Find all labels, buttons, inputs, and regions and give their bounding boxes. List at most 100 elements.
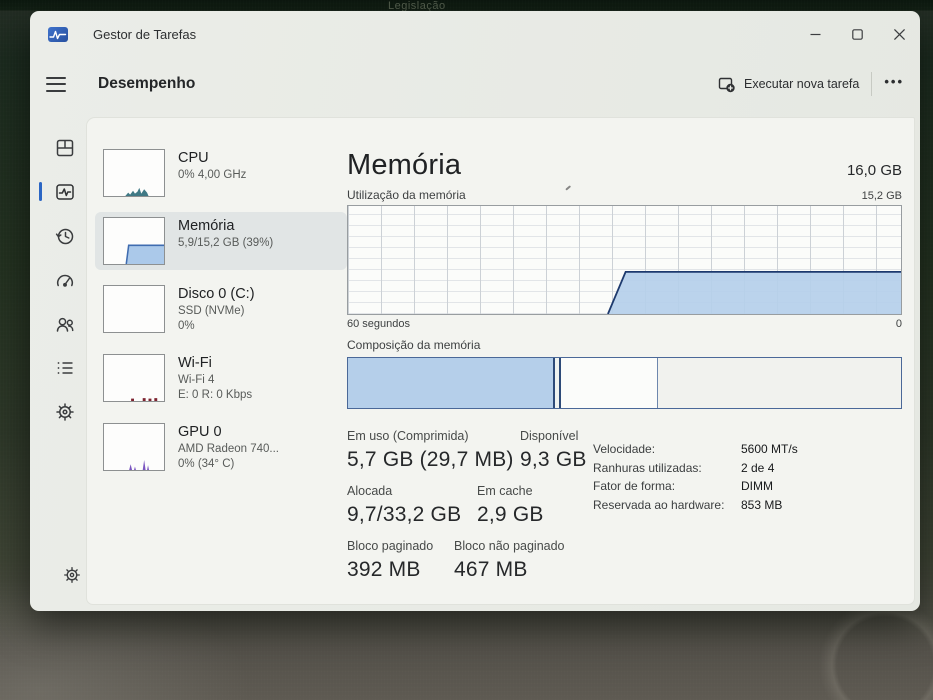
- rail-item-app-history[interactable]: [52, 223, 78, 249]
- memory-mini-chart: [103, 217, 165, 265]
- settings-button[interactable]: [44, 565, 100, 585]
- navigation-rail: [30, 117, 86, 611]
- detail-label: Velocidade:: [593, 442, 656, 456]
- details-icon: [57, 362, 73, 374]
- usage-chart-max: 15,2 GB: [861, 190, 902, 202]
- app-history-icon: [55, 228, 74, 245]
- perf-item-title: GPU 0: [178, 424, 222, 440]
- page-title: Desempenho: [98, 75, 196, 92]
- stat-value: 467 MB: [454, 558, 528, 581]
- stat-value: 5,7 GB (29,7 MB): [347, 448, 514, 471]
- perf-item-title: Disco 0 (C:): [178, 286, 255, 302]
- detail-value: 2 de 4: [741, 460, 775, 475]
- task-manager-window: Gestor de Tarefas Desempenho: [30, 11, 920, 611]
- services-icon: [56, 403, 74, 421]
- maximize-icon: [851, 28, 863, 40]
- stat-label: Alocada: [347, 484, 393, 498]
- task-manager-logo-icon: [48, 26, 68, 42]
- window-title: Gestor de Tarefas: [93, 26, 197, 42]
- header-divider: [871, 72, 873, 96]
- chart-x-left-label: 60 segundos: [347, 318, 410, 330]
- perf-item-title: Wi-Fi: [178, 355, 212, 371]
- minimize-icon: [810, 33, 820, 35]
- rail-item-services[interactable]: [52, 399, 78, 425]
- close-icon: [893, 28, 905, 40]
- perf-item-gpu[interactable]: GPU 0 AMD Radeon 740... 0% (34° C): [95, 418, 347, 477]
- memory-total-value: 16,0 GB: [846, 162, 902, 179]
- perf-item-title: Memória: [178, 218, 235, 234]
- more-options-button[interactable]: •••: [884, 74, 908, 95]
- memory-panel-title: Memória: [347, 149, 462, 181]
- stat-label: Disponível: [520, 429, 579, 443]
- detail-label: Ranhuras utilizadas:: [593, 460, 702, 475]
- stat-label: Em cache: [477, 484, 533, 498]
- stat-label: Em uso (Comprimida): [347, 429, 469, 443]
- stat-value: 9,3 GB: [520, 448, 587, 471]
- perf-item-sub: 0% 4,00 GHz: [178, 169, 247, 181]
- processes-icon: [56, 139, 74, 157]
- stat-value: 9,7/33,2 GB: [347, 503, 462, 526]
- rail-item-users[interactable]: [52, 311, 78, 337]
- perf-item-sub: SSD (NVMe): [178, 305, 245, 317]
- chart-x-right-label: 0: [895, 318, 902, 330]
- perf-item-disk[interactable]: Disco 0 (C:) SSD (NVMe) 0%: [95, 280, 347, 339]
- perf-item-title: CPU: [178, 150, 209, 166]
- performance-list: CPU 0% 4,00 GHz Memória 5,9/15,2 GB (39%…: [95, 144, 347, 487]
- usage-area: [607, 271, 901, 314]
- perf-item-wifi[interactable]: Wi-Fi Wi-Fi 4 E: 0 R: 0 Kbps: [95, 349, 347, 408]
- stat-value: 392 MB: [347, 558, 421, 581]
- hamburger-icon: [46, 76, 66, 79]
- detail-label: Fator de forma:: [593, 479, 676, 493]
- menu-button[interactable]: [46, 76, 66, 92]
- startup-apps-icon: [56, 274, 74, 287]
- gpu-mini-chart: [103, 423, 165, 471]
- memory-stats: Em uso (Comprimida) 5,7 GB (29,7 MB) Dis…: [347, 429, 902, 582]
- perf-item-sub: AMD Radeon 740...: [178, 443, 280, 455]
- detail-value: 5600 MT/s: [741, 442, 798, 456]
- perf-item-memory[interactable]: Memória 5,9/15,2 GB (39%): [95, 212, 347, 270]
- background-window-title: Legislação: [388, 0, 446, 11]
- perf-item-sub: 5,9/15,2 GB (39%): [178, 237, 274, 249]
- usage-line: [608, 272, 901, 314]
- perf-item-cpu[interactable]: CPU 0% 4,00 GHz: [95, 144, 347, 202]
- memory-composition-bar[interactable]: [347, 357, 902, 409]
- run-new-task-label: Executar nova tarefa: [743, 77, 860, 91]
- perf-item-sub2: 0%: [178, 320, 195, 332]
- page-header: Desempenho Executar nova tarefa •••: [30, 57, 920, 111]
- composition-segment-in-use: [348, 358, 555, 408]
- performance-icon: [56, 184, 74, 200]
- users-icon: [56, 317, 74, 332]
- detail-value: 853 MB: [741, 497, 783, 512]
- stat-label: Bloco paginado: [347, 539, 434, 553]
- new-task-icon: [718, 77, 735, 93]
- memory-panel: Memória 16,0 GB Utilização da memória 15…: [347, 148, 902, 594]
- close-button[interactable]: [878, 15, 920, 53]
- titlebar[interactable]: Gestor de Tarefas: [30, 11, 920, 57]
- composition-label: Composição da memória: [347, 338, 481, 352]
- rail-item-details[interactable]: [52, 355, 78, 381]
- detail-label: Reservada ao hardware:: [593, 497, 725, 512]
- stat-value: 2,9 GB: [477, 503, 544, 526]
- perf-item-sub: Wi-Fi 4: [178, 374, 215, 386]
- disk-mini-chart: [103, 285, 165, 333]
- minimize-button[interactable]: [794, 15, 836, 53]
- content-card: CPU 0% 4,00 GHz Memória 5,9/15,2 GB (39%…: [86, 117, 915, 605]
- wifi-mini-chart: [103, 354, 165, 402]
- composition-segment-free: [657, 358, 901, 408]
- cpu-mini-chart: [103, 149, 165, 197]
- perf-item-sub2: 0% (34° C): [178, 458, 235, 470]
- rail-item-processes[interactable]: [52, 135, 78, 161]
- rail-item-startup-apps[interactable]: [52, 267, 78, 293]
- composition-segment-standby: [561, 358, 658, 408]
- maximize-button[interactable]: [836, 15, 878, 53]
- detail-value: DIMM: [741, 479, 773, 493]
- rail-item-performance[interactable]: [39, 179, 78, 205]
- stat-label: Bloco não paginado: [454, 539, 565, 553]
- run-new-task-button[interactable]: Executar nova tarefa: [717, 75, 859, 93]
- perf-item-sub2: E: 0 R: 0 Kbps: [178, 389, 253, 401]
- memory-usage-chart[interactable]: [347, 205, 902, 315]
- usage-chart-label: Utilização da memória: [347, 188, 466, 202]
- settings-gear-icon: [64, 567, 80, 583]
- memory-hardware-details: Velocidade: 5600 MT/s Ranhuras utilizada…: [593, 440, 798, 514]
- composition-segment-modified: [554, 358, 562, 408]
